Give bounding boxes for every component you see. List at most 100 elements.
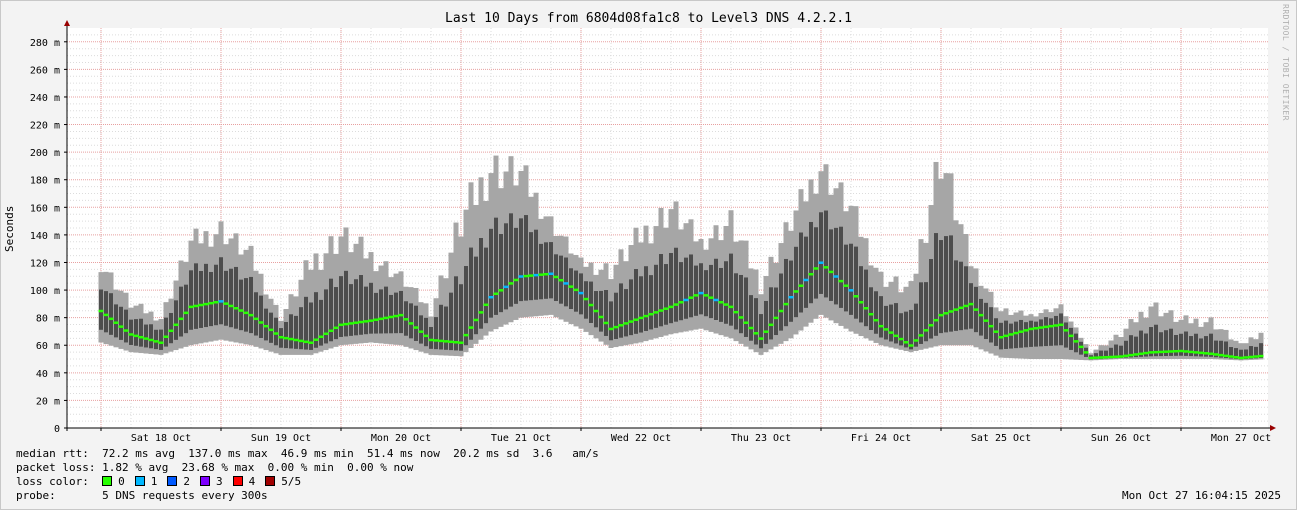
smoke-band-inner [184,284,188,334]
median-mark [878,324,884,328]
smoke-band-inner [1174,334,1178,356]
median-mark [1218,353,1224,357]
smoke-band-inner [1064,322,1068,348]
median-marks [98,261,1264,360]
smoke-band-inner [889,304,893,342]
smoke-band-inner [894,303,898,344]
smoke-band-inner [284,321,288,349]
median-mark [518,275,524,278]
smoke-band-inner [454,276,458,351]
median-mark [1103,355,1109,359]
smoke-band-inner [219,257,223,325]
smoke-band-inner [944,236,948,333]
smoke-band-inner [869,287,873,330]
median-mark [313,338,319,341]
smoke-band-inner [914,303,918,347]
smoke-band-inner [644,266,648,331]
smoke-band-inner [169,312,173,344]
median-mark [1258,354,1264,358]
smoke-band-inner [964,266,968,330]
smoke-band-inner [654,264,658,328]
median-mark [968,302,974,306]
median-mark [693,294,699,297]
smoke-band-inner [919,282,923,344]
smoke-band-inner [734,273,738,330]
median-mark [183,311,189,315]
x-tick-label: Sun 26 Oct [1091,433,1151,444]
smoke-band-inner [189,270,193,330]
smoke-band-inner [434,317,438,350]
smoke-band-inner [1034,321,1038,347]
smoke-band-inner [374,292,378,334]
smoke-band-inner [614,292,618,339]
median-mark [663,307,669,310]
median-mark [948,310,954,313]
smoke-band-inner [449,292,453,351]
smoke-band-inner [1024,322,1028,348]
smoke-band-inner [834,227,838,305]
smoke-band-inner [604,290,608,336]
median-mark [423,334,429,338]
median-rtt-row: median rtt: 72.2 ms avg 137.0 ms max 46.… [16,447,599,460]
smoke-band-inner [1059,313,1063,346]
median-mark [563,282,569,285]
median-mark [113,321,119,324]
median-mark [763,330,769,333]
median-mark [583,297,589,301]
median-mark [1058,323,1064,327]
median-mark [293,338,299,342]
smoke-band-inner [119,306,123,340]
median-mark [1098,356,1104,359]
median-mark [998,335,1004,339]
smoke-band-inner [664,264,668,325]
smoke-band-inner [854,246,858,319]
smoke-band-inner [859,266,863,323]
median-mark [923,329,929,332]
median-mark [958,306,964,310]
median-mark [328,329,334,333]
smoke-band-inner [464,266,468,346]
median-mark [618,324,624,327]
median-mark [568,285,574,288]
median-mark [403,318,409,321]
loss-color-label: loss color: [16,475,89,488]
median-mark [643,314,649,318]
median-mark [1093,356,1099,359]
median-mark [588,303,594,307]
smoke-band-inner [179,286,183,337]
smoke-band-inner [214,264,218,326]
median-mark [413,326,419,329]
smoke-band-inner [244,278,248,332]
smoke-band-inner [379,289,383,334]
median-mark [233,307,239,310]
loss-color-label-text: 0 [118,475,125,488]
smoke-band-inner [669,252,673,324]
smoke-band-inner [524,215,528,301]
smoke-band-inner [779,273,783,331]
median-mark [743,321,749,324]
median-mark [1073,340,1079,343]
smoke-band-inner [354,279,358,336]
smoke-band-inner [989,307,993,343]
loss-color-swatch [102,476,113,486]
median-mark [288,337,294,341]
loss-color-label-text: 1 [150,475,158,488]
median-mark [808,272,814,276]
median-mark [1158,350,1164,354]
smoke-band-inner [264,308,268,341]
median-mark [1063,329,1069,332]
smoke-band-inner [1219,340,1223,358]
median-mark [708,296,714,299]
median-mark [253,317,259,321]
smoke-band-inner [1124,340,1128,358]
median-mark [128,333,134,336]
median-mark [1208,352,1214,356]
median-mark [988,324,994,328]
median-mark [823,266,829,269]
median-mark [1223,354,1229,358]
median-mark [258,321,264,324]
smoke-band-inner [1079,341,1083,355]
median-mark [193,304,199,308]
median-mark [603,321,609,325]
smoke-band-inner [234,266,238,329]
